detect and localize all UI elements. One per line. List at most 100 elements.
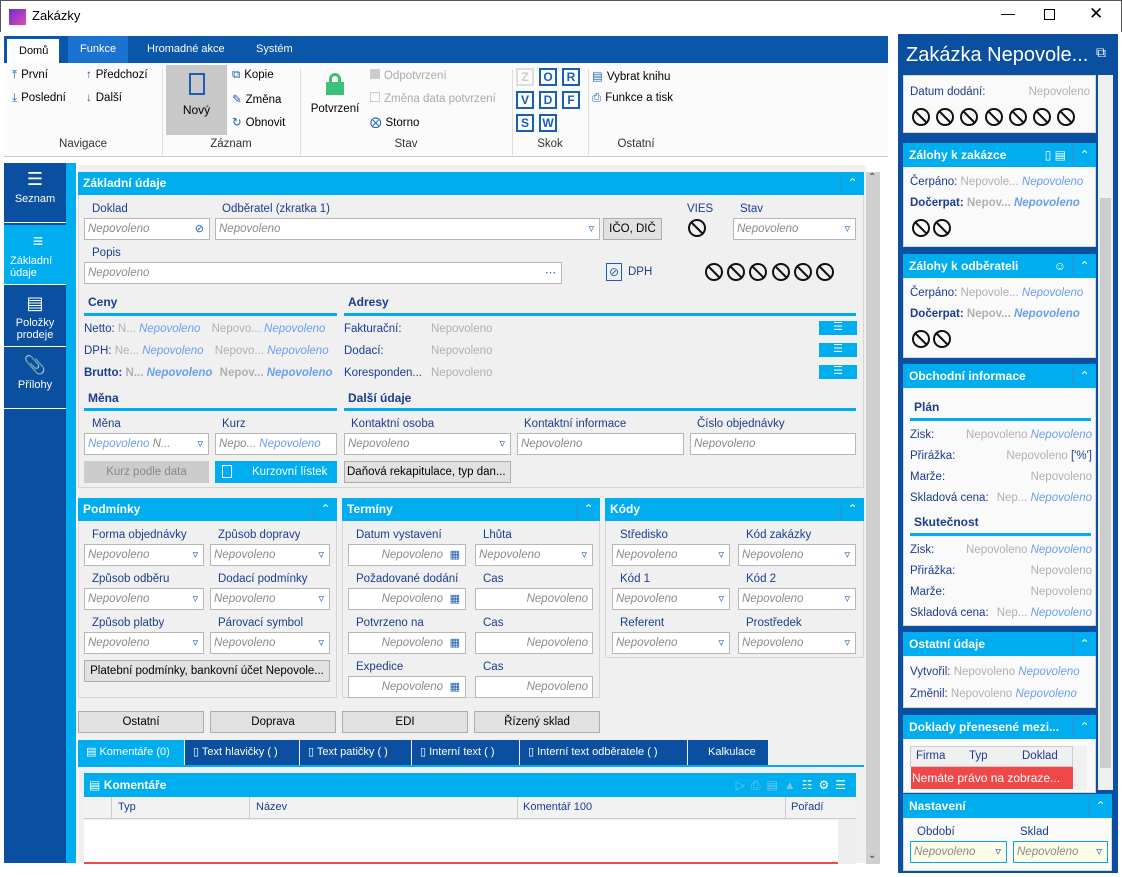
ostatni-button[interactable]: Ostatní xyxy=(78,711,204,733)
column-poradi[interactable]: Pořadí xyxy=(791,801,824,813)
dropdown-icon[interactable]: ▿ xyxy=(318,549,324,561)
column-nazev[interactable]: Název xyxy=(256,801,288,813)
calendar-icon[interactable]: ▦ xyxy=(449,593,460,605)
select-book-button[interactable]: ▤ Vybrat knihu xyxy=(592,69,670,83)
calendar-icon[interactable]: ▦ xyxy=(449,681,460,693)
dph-checkbox[interactable]: ⊘ xyxy=(606,263,622,281)
scroll-down-icon[interactable]: ⌄ xyxy=(868,850,877,861)
form-field[interactable]: Nepovoleno ▿ xyxy=(612,544,730,566)
tab-funkce[interactable]: Funkce xyxy=(68,36,129,63)
form-field[interactable]: Nepovoleno ▿ xyxy=(210,632,330,654)
column-typ[interactable]: Typ xyxy=(969,750,988,762)
dropdown-icon[interactable]: ▿ xyxy=(588,223,594,235)
dropdown-icon[interactable]: ▿ xyxy=(581,549,587,561)
form-field[interactable]: Nepovoleno ▦ xyxy=(348,632,466,654)
nav-item-zakladni-udaje[interactable]: ≡ Základní údaje xyxy=(4,225,66,285)
dropdown-icon[interactable]: ▿ xyxy=(844,223,850,235)
dropdown-icon[interactable]: ▿ xyxy=(1096,846,1102,858)
doklady-scrollbar[interactable] xyxy=(1073,746,1087,790)
menu-icon[interactable]: ☰ xyxy=(835,778,852,792)
jump-d-button[interactable]: D xyxy=(539,91,557,109)
dropdown-icon[interactable]: ▿ xyxy=(844,637,850,649)
person-document-icon[interactable]: ☺ xyxy=(1053,259,1066,273)
form-field[interactable]: Nepovoleno ▦ xyxy=(348,676,466,698)
form-field[interactable]: Nepovoleno ▿ xyxy=(612,632,730,654)
tab-hromadne-akce[interactable]: Hromadné akce xyxy=(147,43,225,55)
dropdown-icon[interactable]: ▿ xyxy=(318,637,324,649)
calendar-icon[interactable]: ▦ xyxy=(449,549,460,561)
copy-button[interactable]: ⧉ Kopie xyxy=(232,69,274,82)
form-field[interactable]: Nepovoleno ▿ xyxy=(738,544,856,566)
jump-w-button[interactable]: W xyxy=(539,114,557,132)
cislo-objednavky-field[interactable]: Nepovoleno xyxy=(690,433,856,455)
form-field[interactable]: Nepovoleno ▿ xyxy=(210,588,330,610)
gear-icon[interactable]: ⚙ xyxy=(818,778,836,792)
jump-r-button[interactable]: R xyxy=(562,68,580,86)
export-icon[interactable]: ▤ xyxy=(766,778,784,792)
dropdown-icon[interactable]: ▿ xyxy=(718,593,724,605)
dropdown-icon[interactable]: ▿ xyxy=(995,846,1001,858)
sklad-field[interactable]: Nepovoleno ▿ xyxy=(1013,841,1108,863)
column-doklad[interactable]: Doklad xyxy=(1022,750,1058,762)
form-field[interactable]: Nepovoleno ▿ xyxy=(84,632,204,654)
dropdown-icon[interactable]: ▿ xyxy=(197,434,203,454)
dropdown-icon[interactable]: ▿ xyxy=(499,438,505,450)
previous-button[interactable]: ↑ Předchozí xyxy=(86,69,148,81)
kurzovni-listek-button[interactable]: Kurzovní lístek xyxy=(215,461,337,483)
obdobi-field[interactable]: Nepovoleno ▿ xyxy=(910,841,1007,863)
collapse-icon[interactable]: ⌃ xyxy=(840,172,864,195)
form-field[interactable]: Nepovoleno xyxy=(475,632,593,654)
collapse-icon[interactable]: ⌃ xyxy=(576,498,600,521)
first-button[interactable]: ⤒ První xyxy=(12,69,48,82)
tab-interni-text[interactable]: ▯ Interní text ( ) xyxy=(412,740,519,765)
document-icons[interactable]: ▯ ▤ xyxy=(1044,148,1066,162)
popout-icon[interactable]: ⧉ xyxy=(1096,44,1106,60)
tab-interni-text-odberatele[interactable]: ▯ Interní text odběratele ( ) xyxy=(520,740,687,765)
popis-field[interactable]: Nepovoleno ⋯ xyxy=(84,262,562,284)
confirm-button[interactable]: Potvrzení xyxy=(306,73,364,115)
platebni-podminky-button[interactable]: Platební podmínky, bankovní účet Nepovol… xyxy=(84,660,330,682)
rizeny-sklad-button[interactable]: Řízený sklad xyxy=(474,711,600,733)
dropdown-icon[interactable]: ▿ xyxy=(844,593,850,605)
address-menu-button[interactable]: ☰ xyxy=(819,365,857,379)
jump-z-button[interactable]: Z xyxy=(516,68,534,86)
dropdown-icon[interactable]: ▿ xyxy=(718,549,724,561)
print-button[interactable]: ⎙ Funkce a tisk xyxy=(592,92,673,105)
stav-field[interactable]: Nepovoleno ▿ xyxy=(733,218,856,240)
kontaktni-informace-field[interactable]: Nepovoleno xyxy=(517,433,684,455)
mena-field[interactable]: Nepovoleno N... ▿ xyxy=(84,433,209,455)
last-button[interactable]: ⤓ Poslední xyxy=(12,92,66,105)
dropdown-icon[interactable]: ▿ xyxy=(318,593,324,605)
tab-kalkulace[interactable]: Kalkulace xyxy=(688,740,768,765)
form-field[interactable]: Nepovoleno ▿ xyxy=(475,544,593,566)
jump-o-button[interactable]: O xyxy=(539,68,557,86)
dropdown-icon[interactable]: ▿ xyxy=(718,637,724,649)
jump-f-button[interactable]: F xyxy=(562,91,580,109)
form-field[interactable]: Nepovoleno xyxy=(475,588,593,610)
tab-text-paticky[interactable]: ▯ Text patičky ( ) xyxy=(300,740,411,765)
form-field[interactable]: Nepovoleno ▿ xyxy=(84,588,204,610)
dropdown-icon[interactable]: ▿ xyxy=(192,593,198,605)
edi-button[interactable]: EDI xyxy=(342,711,468,733)
storno-button[interactable]: ⨂ Storno xyxy=(370,115,419,129)
filter-icon[interactable]: ▲ xyxy=(783,778,802,792)
form-field[interactable]: Nepovoleno ▦ xyxy=(348,544,466,566)
next-button[interactable]: ↓ Další xyxy=(86,92,122,104)
tab-domu[interactable]: Domů xyxy=(7,39,59,63)
collapse-icon[interactable]: ⌃ xyxy=(1072,364,1096,388)
form-field[interactable]: Nepovoleno ▿ xyxy=(612,588,730,610)
collapse-icon[interactable]: ⌃ xyxy=(1072,715,1096,739)
kurz-field[interactable]: Nepo... Nepovoleno xyxy=(215,433,337,455)
tab-komentare[interactable]: ▤ Komentáře (0) xyxy=(78,740,184,765)
maximize-button[interactable] xyxy=(1044,9,1055,20)
jump-s-button[interactable]: S xyxy=(516,114,534,132)
column-typ[interactable]: Typ xyxy=(118,801,136,813)
print-icon[interactable]: ⎙ xyxy=(750,778,767,792)
collapse-icon[interactable]: ⌃ xyxy=(840,498,864,521)
calendar-icon[interactable]: ▦ xyxy=(449,637,460,649)
dropdown-icon[interactable]: ▿ xyxy=(844,549,850,561)
form-field[interactable]: Nepovoleno ▿ xyxy=(738,588,856,610)
doprava-button[interactable]: Doprava xyxy=(210,711,336,733)
refresh-button[interactable]: ↻ Obnovit xyxy=(232,115,285,129)
change-confirm-date-button[interactable]: Změna data potvrzení xyxy=(370,92,496,105)
